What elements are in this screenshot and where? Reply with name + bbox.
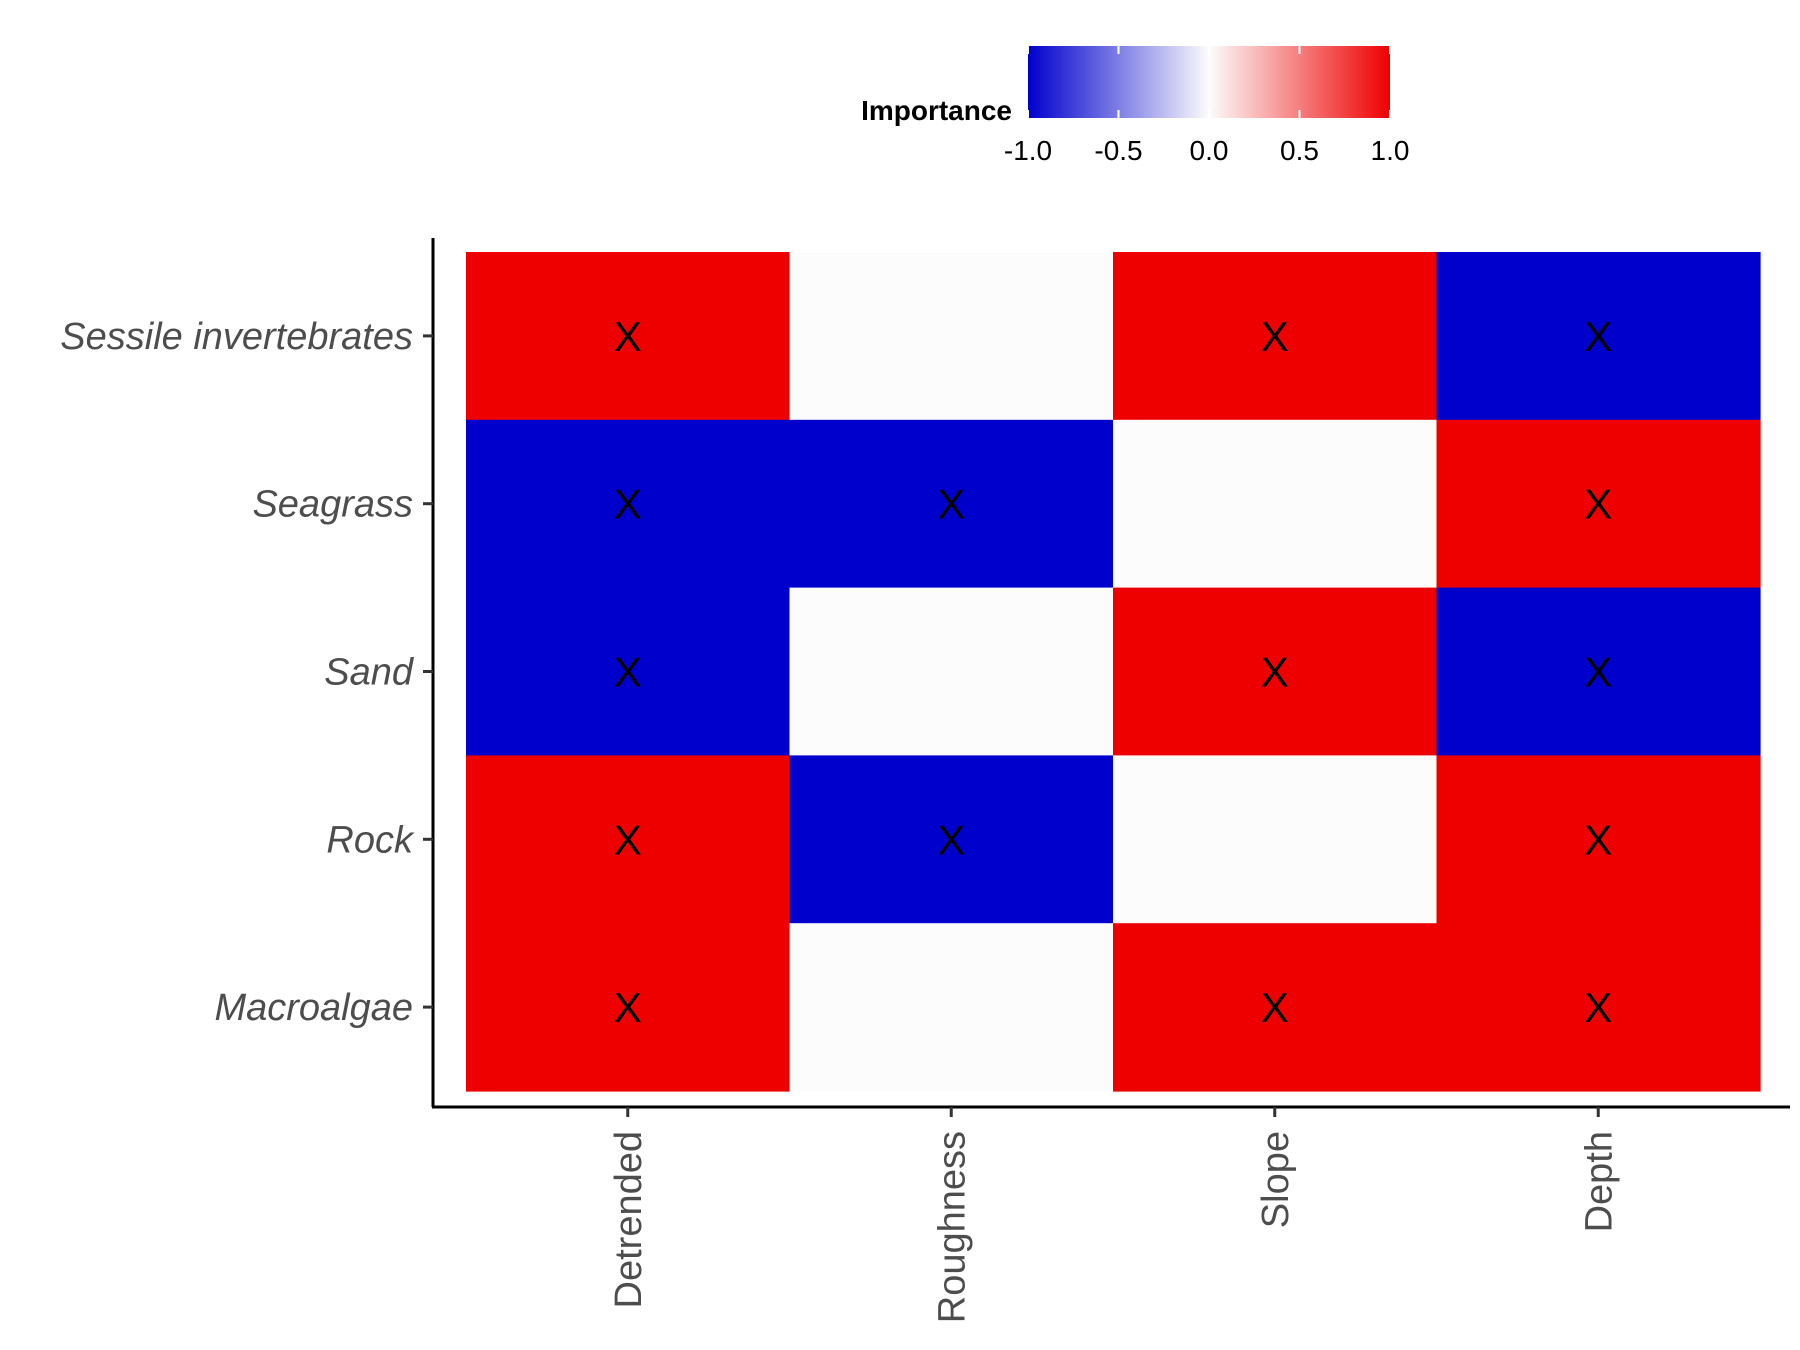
cell-mark: X [614, 816, 642, 863]
legend-tick-label: 1.0 [1371, 135, 1410, 166]
cell-mark: X [614, 649, 642, 696]
legend-title: Importance [861, 95, 1012, 126]
legend-tick-label: 0.5 [1280, 135, 1319, 166]
cell-mark: X [937, 816, 965, 863]
heatmap-cell [790, 252, 1114, 420]
x-tick-label: Slope [1255, 1131, 1297, 1228]
cell-mark: X [937, 481, 965, 528]
x-tick-label: Depth [1578, 1131, 1620, 1232]
x-axis-ticks: Detrended Roughness Slope Depth [608, 1107, 1621, 1323]
cell-mark: X [1584, 984, 1612, 1031]
cell-mark: X [614, 984, 642, 1031]
y-tick-label: Seagrass [252, 484, 413, 526]
x-tick-label: Detrended [608, 1131, 650, 1308]
legend-colorbar [1028, 46, 1390, 118]
cell-mark: X [1584, 313, 1612, 360]
y-tick-label: Sessile invertebrates [60, 316, 413, 358]
cell-mark: X [1584, 481, 1612, 528]
heatmap-cells [466, 252, 1761, 1092]
cell-mark: X [614, 313, 642, 360]
legend-tick-label: -0.5 [1094, 135, 1142, 166]
legend-tick-label: -1.0 [1004, 135, 1052, 166]
x-tick-label: Roughness [931, 1131, 973, 1323]
heatmap-cell [790, 923, 1114, 1091]
heatmap-cell [1113, 755, 1437, 923]
cell-mark: X [1261, 649, 1289, 696]
cell-mark: X [1261, 984, 1289, 1031]
cell-mark: X [614, 481, 642, 528]
legend-tick-label: 0.0 [1190, 135, 1229, 166]
y-tick-label: Rock [326, 819, 415, 861]
cell-mark: X [1584, 816, 1612, 863]
cell-mark: X [1261, 313, 1289, 360]
y-tick-label: Sand [324, 652, 415, 694]
cell-mark: X [1584, 649, 1612, 696]
y-axis-ticks: Sessile invertebrates Seagrass Sand Rock Mac… [60, 316, 433, 1029]
legend: Importance -1.0 -0.5 0.0 0.5 1.0 [861, 46, 1409, 166]
y-tick-label: Macroalgae [214, 987, 413, 1029]
heatmap-cell [790, 588, 1114, 756]
heatmap-cell [1113, 420, 1437, 588]
